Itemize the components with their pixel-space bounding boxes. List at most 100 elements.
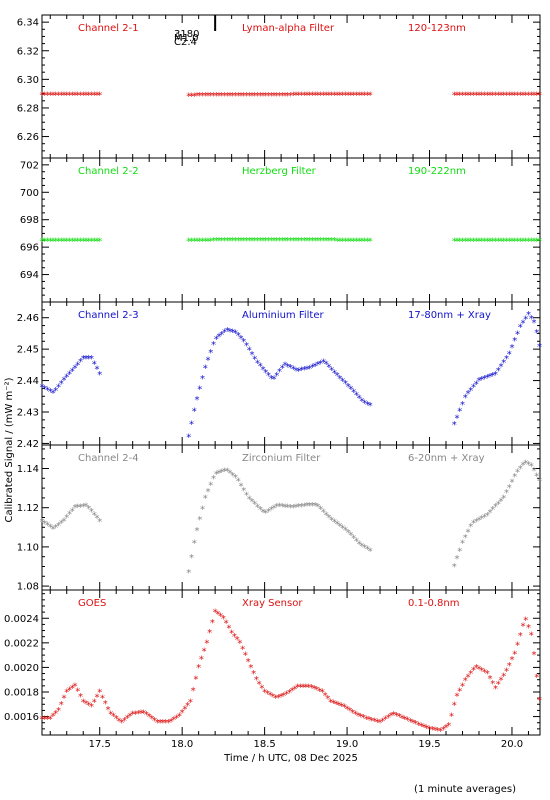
data-point: * (487, 508, 492, 519)
data-point: * (468, 386, 473, 397)
data-point: * (72, 681, 77, 692)
data-point: * (383, 715, 388, 726)
data-point: * (254, 675, 259, 686)
data-point: * (230, 471, 235, 482)
data-point: * (397, 712, 402, 723)
data-point: * (56, 382, 61, 393)
data-point: * (324, 236, 329, 247)
data-point: * (78, 502, 83, 513)
data-point: * (365, 545, 370, 556)
data-point: * (277, 501, 282, 512)
data-point: * (75, 90, 80, 101)
data-point: * (299, 236, 304, 247)
data-point: * (302, 91, 307, 102)
panel-frame (41, 589, 541, 736)
event-marker: 3180 M1.0 C2.4 (174, 15, 217, 48)
y-tick-label: 1.12 (17, 503, 39, 514)
data-point: * (515, 467, 520, 478)
data-point: * (50, 524, 55, 535)
data-point: * (75, 687, 80, 698)
data-point: * (357, 236, 362, 247)
data-point: * (446, 721, 451, 732)
data-point: * (498, 362, 503, 373)
data-point: * (197, 515, 202, 526)
data-point: * (260, 91, 265, 102)
data-point: * (193, 674, 198, 685)
panel-5: 0.0016 0.0018 0.0020 0.0022 0.0024 GOES Xray S… (4, 589, 542, 750)
data-point: * (362, 399, 367, 410)
data-point: * (329, 236, 334, 247)
data-point: * (537, 342, 542, 353)
data-point: * (365, 90, 370, 101)
data-point: * (496, 499, 501, 510)
data-point: * (346, 91, 351, 102)
data-point: * (350, 708, 355, 719)
y-tick-label: 6.34 (17, 18, 39, 29)
data-point: * (354, 536, 359, 547)
data-point: * (59, 236, 64, 247)
data-point: * (531, 650, 536, 661)
data-point: * (498, 91, 503, 102)
data-point: * (144, 710, 149, 721)
data-point: * (61, 236, 66, 247)
data-point: * (40, 236, 45, 247)
data-point: * (249, 350, 254, 361)
data-point: * (166, 718, 171, 729)
data-point: * (526, 460, 531, 471)
data-point: * (89, 90, 94, 101)
data-point: * (258, 236, 263, 247)
data-point: * (174, 713, 179, 724)
panel-label-2: 6-20nm + Xray (408, 453, 485, 464)
data-point: * (67, 369, 72, 380)
data-point: * (236, 331, 241, 342)
data-point: * (83, 501, 88, 512)
data-point: * (45, 385, 50, 396)
data-point: * (285, 236, 290, 247)
data-point: * (537, 477, 542, 488)
panel-label-2: 0.1-0.8nm (408, 598, 460, 609)
data-point: * (122, 716, 127, 727)
data-point: * (230, 236, 235, 247)
data-point: * (195, 236, 200, 247)
data-point: * (315, 91, 320, 102)
data-point: * (287, 688, 292, 699)
data-point: * (493, 91, 498, 102)
data-point: * (523, 615, 528, 626)
data-point: * (292, 684, 297, 695)
data-point: * (523, 91, 528, 102)
data-point: * (315, 502, 320, 513)
data-point: * (359, 90, 364, 101)
data-point: * (70, 236, 75, 247)
panel-label-2: 190-222nm (408, 166, 466, 177)
data-point: * (208, 91, 213, 102)
data-point: * (83, 354, 88, 365)
data-point: * (534, 236, 539, 247)
data-point: * (233, 473, 238, 484)
data-point: * (262, 687, 267, 698)
data-point: * (455, 413, 460, 424)
data-point: * (94, 236, 99, 247)
data-point: * (457, 91, 462, 102)
data-point: * (534, 328, 539, 339)
data-point: * (351, 534, 356, 545)
data-point: * (460, 400, 465, 411)
data-point: * (332, 236, 337, 247)
data-point: * (313, 236, 318, 247)
data-point: * (504, 667, 509, 678)
data-point: * (362, 543, 367, 554)
data-point: * (315, 236, 320, 247)
data-point: * (241, 337, 246, 348)
data-point: * (42, 519, 47, 530)
data-point: * (348, 384, 353, 395)
data-point: * (413, 719, 418, 730)
data-point: * (218, 612, 223, 623)
data-point: * (67, 236, 72, 247)
data-point: * (92, 90, 97, 101)
data-point: * (479, 514, 484, 525)
data-point: * (498, 676, 503, 687)
data-point: * (86, 354, 91, 365)
data-point: * (507, 350, 512, 361)
data-point: * (529, 236, 534, 247)
data-point: * (75, 236, 80, 247)
